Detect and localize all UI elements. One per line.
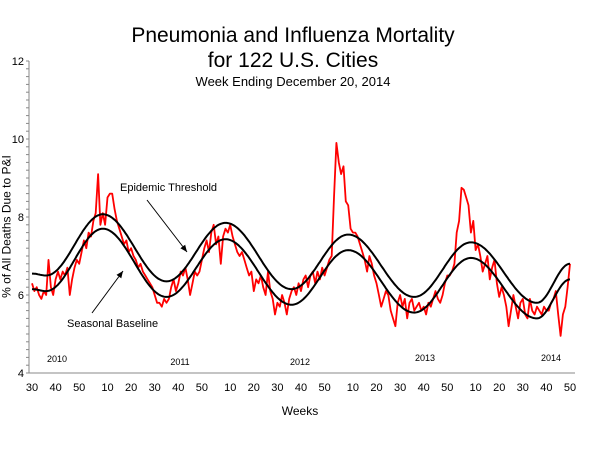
x-tick-label: 10	[469, 382, 481, 394]
x-tick-label: 40	[49, 382, 61, 394]
year-label-2014: 2014	[541, 353, 561, 363]
x-tick-label: 40	[540, 382, 552, 394]
annotations: Epidemic Threshold Seasonal Baseline 201…	[47, 182, 561, 367]
y-tick-label: 8	[18, 212, 24, 224]
x-tick-label: 50	[564, 382, 576, 394]
y-tick-label: 6	[18, 290, 24, 302]
year-label-2010: 2010	[47, 354, 67, 364]
epidemic-threshold-label: Epidemic Threshold	[120, 182, 217, 194]
x-tick-label: 20	[370, 382, 382, 394]
epidemic-threshold-arrow	[146, 199, 188, 253]
epidemic-threshold-line	[32, 213, 571, 304]
x-tick-label: 50	[196, 382, 208, 394]
x-tick-label: 30	[394, 382, 406, 394]
chart-title-line-1: Pneumonia and Influenza Mortality	[131, 24, 455, 47]
series-group	[31, 142, 571, 337]
chart-title-line-2: for 122 U.S. Cities	[207, 49, 379, 72]
x-tick-label: 50	[441, 382, 453, 394]
x-tick-label: 50	[73, 382, 85, 394]
seasonal-baseline-arrow	[91, 270, 124, 314]
year-label-2012: 2012	[290, 357, 310, 367]
x-tick-label: 50	[318, 382, 330, 394]
year-label-2011: 2011	[170, 357, 189, 367]
x-axis-label: Weeks	[281, 404, 319, 418]
x-tick-label: 40	[295, 382, 307, 394]
y-tick-label: 4	[18, 368, 24, 380]
seasonal-baseline-label: Seasonal Baseline	[67, 318, 158, 330]
axes: 4 6 8 10 12 30 40 50 10 20 30 40 50 10 20 30 40 50 10 20 30 4…	[12, 56, 576, 394]
x-tick-label: 20	[248, 382, 260, 394]
x-tick-label: 30	[149, 382, 161, 394]
x-tick-label: 20	[493, 382, 505, 394]
x-tick-label: 10	[224, 382, 236, 394]
x-tick-label: 10	[101, 382, 113, 394]
y-tick-label: 10	[12, 134, 24, 146]
x-tick-label: 40	[418, 382, 430, 394]
x-tick-label: 30	[517, 382, 529, 394]
x-tick-label: 10	[347, 382, 359, 394]
x-tick-label: 30	[26, 382, 38, 394]
seasonal-baseline-line	[31, 227, 571, 320]
year-label-2013: 2013	[415, 353, 435, 363]
observed-pi-mortality-line	[31, 142, 571, 337]
y-tick-label: 12	[12, 56, 24, 68]
chart-subtitle: Week Ending December 20, 2014	[195, 74, 391, 89]
x-tick-label: 30	[271, 382, 283, 394]
x-tick-label: 40	[172, 382, 184, 394]
x-tick-label: 20	[125, 382, 137, 394]
